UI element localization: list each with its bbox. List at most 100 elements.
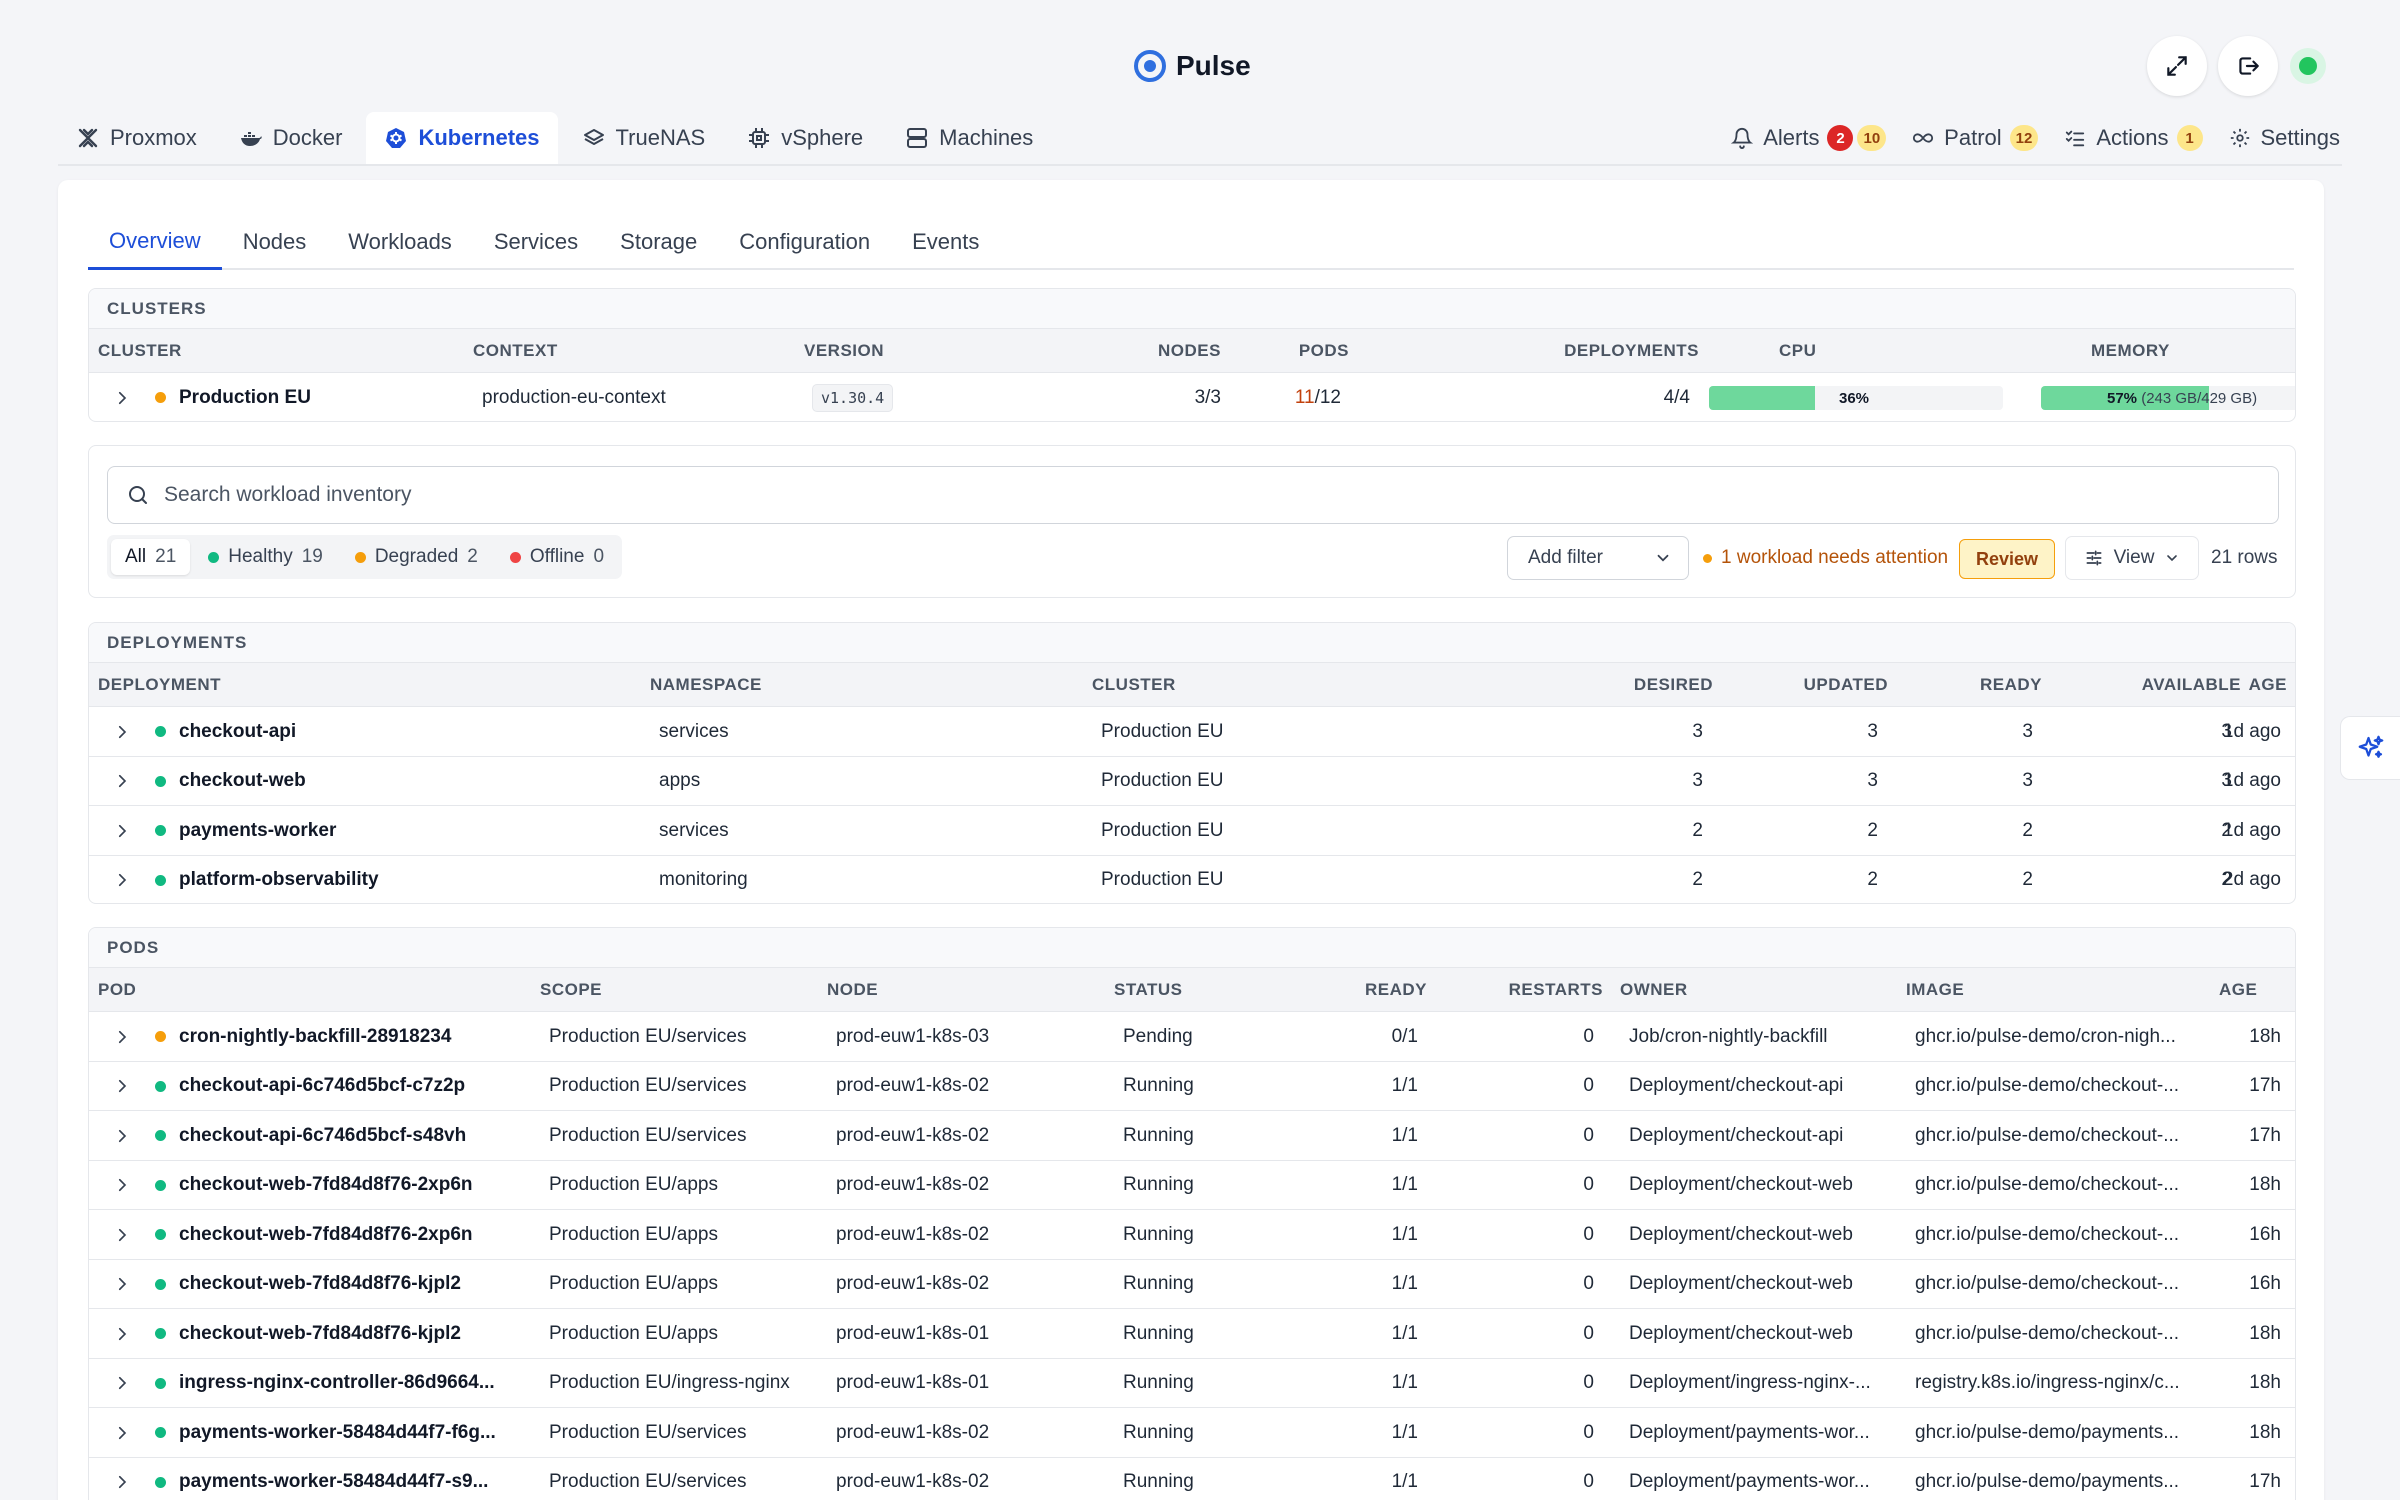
view-menu-button[interactable]: View xyxy=(2065,536,2199,580)
subtab-storage[interactable]: Storage xyxy=(620,229,698,254)
tab-kubernetes[interactable]: Kubernetes xyxy=(366,112,558,164)
pod-ready: 1/1 xyxy=(1391,1372,1418,1393)
deployment-name[interactable]: platform-observability xyxy=(179,869,379,890)
logout-button[interactable] xyxy=(2218,36,2278,96)
subtab-nodes[interactable]: Nodes xyxy=(242,229,307,254)
expand-toggle[interactable] xyxy=(113,373,131,421)
filter-all[interactable]: All 21 xyxy=(111,539,191,575)
filter-healthy[interactable]: Healthy 19 xyxy=(194,539,337,575)
table-row[interactable]: checkout-web apps Production EU 3 3 3 3 1d ago xyxy=(89,757,2295,806)
expand-toggle[interactable] xyxy=(113,757,131,806)
table-row[interactable]: cron-nightly-backfill-28918234 Production… xyxy=(89,1012,2295,1062)
pod-name[interactable]: checkout-web-7fd84d8f76-kjpl2 xyxy=(179,1273,461,1294)
col-deployment: DEPLOYMENT xyxy=(98,675,222,694)
tab-machines[interactable]: Machines xyxy=(887,112,1051,164)
expand-toggle[interactable] xyxy=(113,806,131,855)
table-row[interactable]: checkout-web-7fd84d8f76-kjpl2 Production … xyxy=(89,1309,2295,1359)
health-indicator xyxy=(155,1012,166,1061)
pod-status: Running xyxy=(1123,1174,1194,1195)
pod-node: prod-euw1-k8s-01 xyxy=(836,1322,990,1344)
memory-detail: (243 GB/429 GB) xyxy=(2141,389,2258,407)
pod-name[interactable]: checkout-web-7fd84d8f76-2xp6n xyxy=(179,1174,473,1195)
table-row[interactable]: checkout-api services Production EU 3 3 3 3 1d … xyxy=(89,707,2295,757)
patrol-badge: 12 xyxy=(2009,125,2039,151)
tab-label: Proxmox xyxy=(110,125,197,150)
expand-toggle[interactable] xyxy=(113,1161,131,1210)
table-row[interactable]: payments-worker-58484d44f7-s9... Producti… xyxy=(89,1458,2295,1500)
vsphere-icon xyxy=(749,128,770,148)
col-scope: SCOPE xyxy=(540,980,603,999)
cluster-name[interactable]: Production EU xyxy=(179,386,311,408)
table-row[interactable]: checkout-web-7fd84d8f76-kjpl2 Production … xyxy=(89,1260,2295,1309)
tab-patrol[interactable]: Patrol 12 xyxy=(1912,112,2039,164)
tab-settings[interactable]: Settings xyxy=(2229,112,2340,164)
subtab-services[interactable]: Services xyxy=(493,229,579,254)
pod-name[interactable]: payments-worker-58484d44f7-f6g... xyxy=(179,1421,496,1443)
table-row[interactable]: payments-worker services Production EU 2 2 2 2… xyxy=(89,806,2295,856)
table-row[interactable]: ingress-nginx-controller-86d9664... Produ… xyxy=(89,1359,2295,1408)
table-row[interactable]: payments-worker-58484d44f7-f6g... Product… xyxy=(89,1408,2295,1458)
expand-toggle[interactable] xyxy=(113,1309,131,1358)
memory-value: 57% (243 GB/429 GB) xyxy=(2107,386,2257,410)
expand-toggle[interactable] xyxy=(113,856,131,904)
pod-name[interactable]: checkout-web-7fd84d8f76-2xp6n xyxy=(179,1223,473,1245)
tab-label: Machines xyxy=(939,125,1034,150)
add-filter-select[interactable]: Add filter xyxy=(1507,536,1689,580)
table-row[interactable]: checkout-api-6c746d5bcf-s48vh Production … xyxy=(89,1111,2295,1161)
expand-toggle[interactable] xyxy=(113,707,131,756)
table-row[interactable]: platform-observability monitoring Producti… xyxy=(89,856,2295,904)
expand-toggle[interactable] xyxy=(113,1260,131,1309)
pod-name[interactable]: checkout-web-7fd84d8f76-kjpl2 xyxy=(179,1322,461,1344)
pod-scope: Production EU/apps xyxy=(549,1322,718,1344)
search-box[interactable] xyxy=(107,466,2279,524)
pod-owner: Deployment/checkout-api xyxy=(1629,1075,1844,1096)
ai-assistant-button[interactable] xyxy=(2340,716,2400,780)
deployment-name[interactable]: checkout-web xyxy=(179,770,306,791)
deployment-name[interactable]: checkout-api xyxy=(179,720,297,742)
header-divider xyxy=(58,164,2342,166)
pod-owner: Job/cron-nightly-backfill xyxy=(1629,1025,1828,1047)
filter-degraded[interactable]: Degraded 2 xyxy=(341,539,492,575)
expand-toggle[interactable] xyxy=(113,1111,131,1160)
expand-toggle[interactable] xyxy=(113,1210,131,1259)
deployment-desired: 2 xyxy=(1692,819,1703,841)
pod-name[interactable]: cron-nightly-backfill-28918234 xyxy=(179,1025,452,1047)
logout-icon xyxy=(2239,57,2259,75)
fullscreen-button[interactable] xyxy=(2147,36,2207,96)
pod-name[interactable]: payments-worker-58484d44f7-s9... xyxy=(179,1471,489,1492)
subtab-events[interactable]: Events xyxy=(912,229,980,254)
table-row[interactable]: checkout-web-7fd84d8f76-2xp6n Production … xyxy=(89,1161,2295,1210)
deployment-age: 2d ago xyxy=(2222,869,2281,890)
subtab-overview[interactable]: Overview xyxy=(88,214,222,270)
tab-docker[interactable]: Docker xyxy=(221,112,361,164)
chevron-right-icon xyxy=(118,725,127,738)
filter-offline[interactable]: Offline 0 xyxy=(496,539,618,575)
tab-proxmox[interactable]: Proxmox xyxy=(58,112,215,164)
col-ready: READY xyxy=(1979,675,2042,694)
tab-actions[interactable]: Actions 1 xyxy=(2064,112,2203,164)
subtab-configuration[interactable]: Configuration xyxy=(739,229,871,254)
search-input[interactable] xyxy=(164,483,2064,507)
pod-age: 17h xyxy=(2249,1075,2281,1096)
table-row[interactable]: checkout-api-6c746d5bcf-c7z2p Production … xyxy=(89,1062,2295,1111)
health-indicator xyxy=(155,1309,166,1358)
pod-name[interactable]: checkout-api-6c746d5bcf-c7z2p xyxy=(179,1075,466,1096)
pod-name[interactable]: ingress-nginx-controller-86d9664... xyxy=(179,1372,495,1393)
expand-toggle[interactable] xyxy=(113,1359,131,1408)
deployment-name[interactable]: payments-worker xyxy=(179,819,337,841)
tab-vsphere[interactable]: vSphere xyxy=(729,112,881,164)
subtab-workloads[interactable]: Workloads xyxy=(348,229,452,254)
expand-toggle[interactable] xyxy=(113,1458,131,1500)
deployment-available: 2 xyxy=(2221,819,2232,841)
deployment-ready: 3 xyxy=(2022,770,2033,791)
tab-truenas[interactable]: TrueNAS xyxy=(564,112,724,164)
deployment-available: 3 xyxy=(2221,770,2232,791)
expand-toggle[interactable] xyxy=(113,1012,131,1061)
cluster-row[interactable]: Production EU production-eu-context v1.3… xyxy=(89,373,2295,421)
review-button[interactable]: Review xyxy=(1959,539,2056,579)
expand-toggle[interactable] xyxy=(113,1408,131,1457)
pod-name[interactable]: checkout-api-6c746d5bcf-s48vh xyxy=(179,1124,467,1146)
table-row[interactable]: checkout-web-7fd84d8f76-2xp6n Production … xyxy=(89,1210,2295,1260)
expand-toggle[interactable] xyxy=(113,1062,131,1111)
tab-alerts[interactable]: Alerts 2 10 xyxy=(1731,112,1887,164)
